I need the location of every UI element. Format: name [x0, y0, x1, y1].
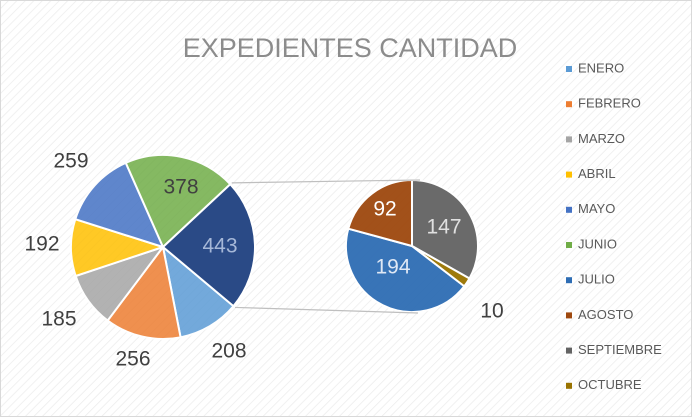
- legend-swatch: [566, 312, 572, 319]
- pie-slice: [411, 178, 479, 280]
- data-label: 378: [163, 176, 198, 199]
- data-label: 192: [24, 233, 59, 256]
- legend-label: MARZO: [578, 131, 625, 146]
- data-label: 185: [41, 308, 76, 331]
- legend-swatch: [566, 66, 572, 72]
- legend-swatch: [566, 382, 572, 389]
- legend-label: AGOSTO: [578, 307, 633, 322]
- legend-swatch: [566, 206, 572, 213]
- legend-swatch: [566, 171, 572, 178]
- data-label: 194: [375, 256, 410, 279]
- data-label: 147: [426, 216, 461, 239]
- legend-label: ABRIL: [578, 166, 616, 181]
- legend-label: ENERO: [578, 60, 624, 75]
- data-label: 443: [202, 235, 237, 258]
- legend-swatch: [566, 101, 572, 108]
- data-label: 259: [53, 150, 88, 173]
- connector: [234, 306, 419, 314]
- pie-slice: [411, 245, 471, 288]
- legend-swatch: [566, 136, 572, 143]
- data-label: 10: [480, 300, 503, 323]
- chart-title: EXPEDIENTES CANTIDAD: [183, 33, 518, 63]
- data-label: 208: [211, 340, 246, 363]
- pie-slice: [74, 161, 165, 249]
- legend-swatch: [566, 242, 572, 248]
- legend-label: FEBRERO: [578, 96, 641, 111]
- legend-label: MAYO: [578, 201, 615, 216]
- legend-label: OCTUBRE: [578, 377, 642, 392]
- pie-slice: [106, 244, 182, 340]
- pie-slice: [161, 182, 256, 308]
- pie-slice: [124, 154, 232, 249]
- legend-swatch: [566, 277, 572, 284]
- legend-label: JUNIO: [578, 236, 617, 251]
- legend-label: SEPTIEMBRE: [578, 342, 662, 357]
- data-label: 92: [373, 198, 396, 221]
- legend-swatch: [566, 347, 572, 354]
- pie-slice: [345, 227, 466, 313]
- legend-label: JULIO: [578, 272, 615, 287]
- connector: [231, 179, 421, 184]
- data-label: 256: [115, 348, 150, 371]
